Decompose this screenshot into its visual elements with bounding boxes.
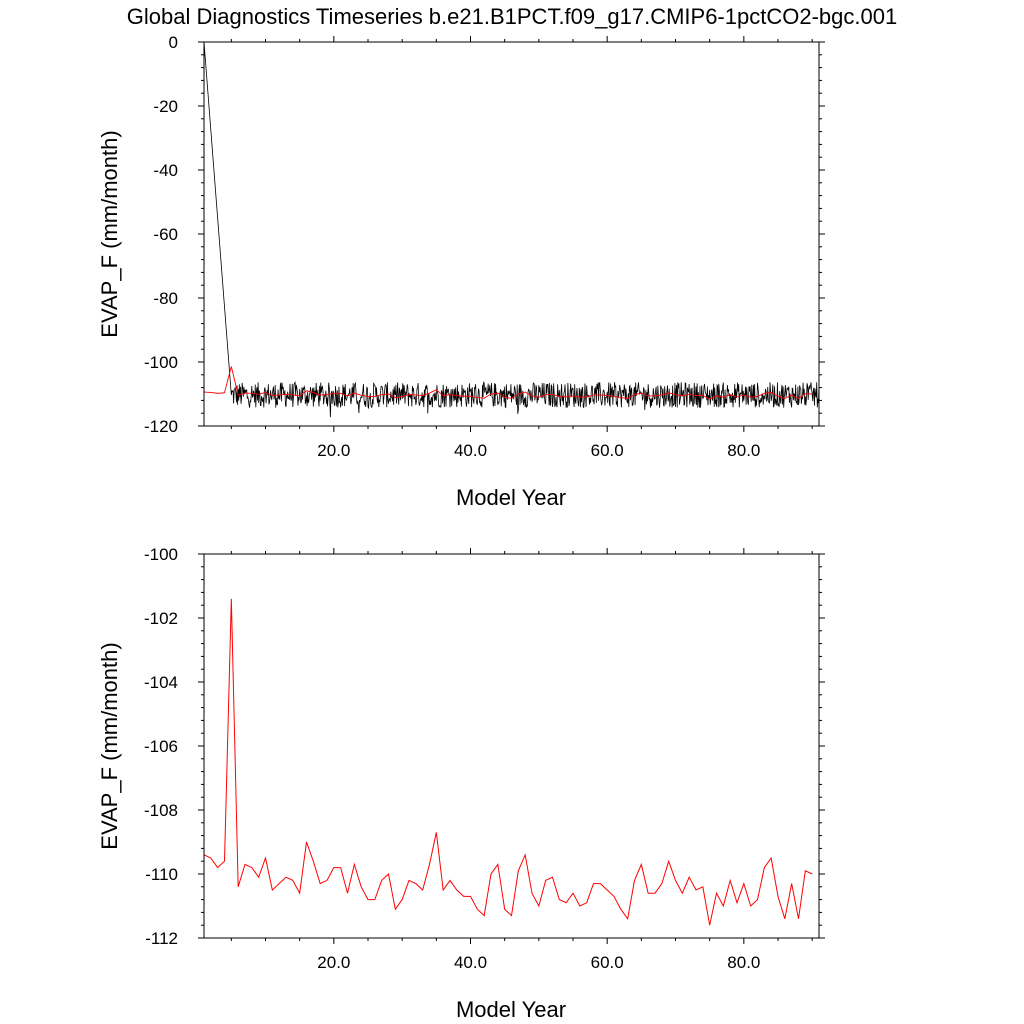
top-y-ticks: 0 -20 -40 -60 -80 -100 -120: [144, 33, 825, 436]
y-tick-label: -20: [153, 97, 178, 116]
x-tick-label: 80.0: [727, 441, 760, 460]
top-x-ticks: 20.0 40.0 60.0 80.0: [230, 36, 813, 460]
top-panel: 20.0 40.0 60.0 80.0 0 -20 -40 -60 -80 -100 -120 M…: [97, 33, 825, 510]
y-tick-label: -100: [144, 353, 178, 372]
y-tick-label: -40: [153, 161, 178, 180]
y-tick-label: -120: [144, 417, 178, 436]
x-tick-label: 40.0: [454, 441, 487, 460]
y-tick-label: -110: [145, 865, 178, 884]
annual-mean-line: [203, 598, 813, 926]
annual-mean-line-top: [203, 366, 813, 400]
y-tick-label: -80: [153, 289, 178, 308]
x-tick-label: 60.0: [591, 441, 624, 460]
x-tick-label: 20.0: [317, 953, 350, 972]
y-tick-label: -104: [144, 673, 178, 692]
top-plot-area: [203, 41, 820, 418]
bottom-y-ticks: -100 -102 -104 -106 -108 -110 -112: [144, 545, 825, 948]
x-tick-label: 80.0: [727, 953, 760, 972]
top-plot-frame: [203, 41, 820, 427]
top-x-axis-label: Model Year: [456, 485, 566, 510]
y-tick-label: -102: [144, 609, 178, 628]
x-tick-label: 20.0: [317, 441, 350, 460]
x-tick-label: 40.0: [454, 953, 487, 972]
y-tick-label: 0: [169, 33, 178, 52]
bottom-panel: 20.0 40.0 60.0 80.0 -100 -102 -104 -106 -108 -11…: [97, 545, 825, 1022]
bottom-y-axis-label: EVAP_F (mm/month): [97, 642, 122, 849]
monthly-series-line: [203, 41, 820, 418]
x-tick-label: 60.0: [591, 953, 624, 972]
bottom-x-ticks: 20.0 40.0 60.0 80.0: [230, 548, 813, 972]
y-tick-label: -60: [153, 225, 178, 244]
y-tick-label: -100: [144, 545, 178, 564]
y-tick-label: -108: [144, 801, 178, 820]
top-y-axis-label: EVAP_F (mm/month): [97, 130, 122, 337]
y-tick-label: -106: [144, 737, 178, 756]
figure-title: Global Diagnostics Timeseries b.e21.B1PC…: [127, 4, 897, 29]
bottom-plot-frame: [203, 553, 820, 939]
y-tick-label: -112: [145, 929, 178, 948]
bottom-plot-area: [203, 598, 813, 926]
bottom-x-axis-label: Model Year: [456, 997, 566, 1022]
